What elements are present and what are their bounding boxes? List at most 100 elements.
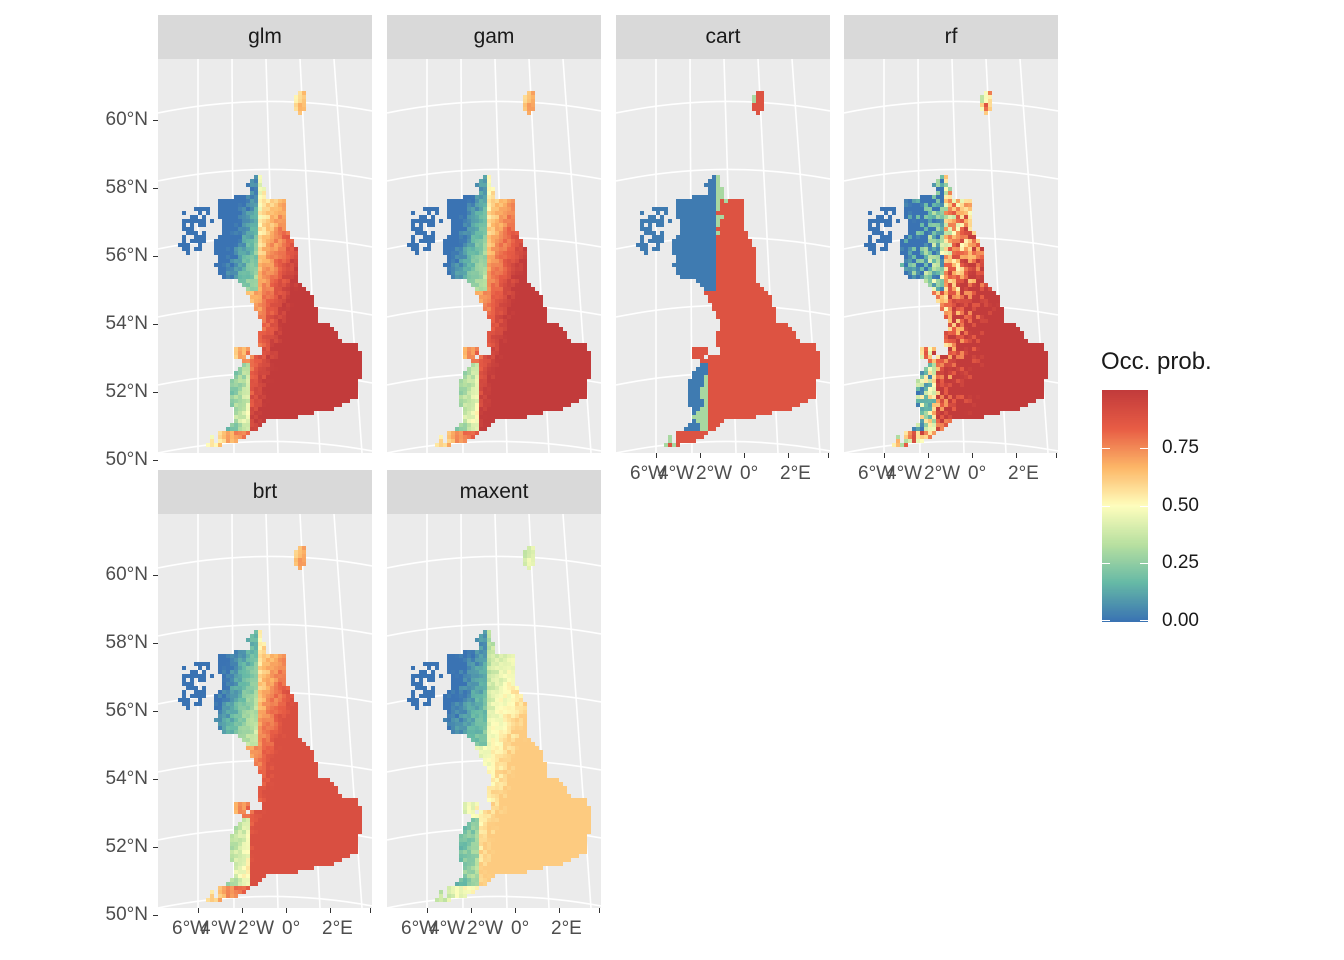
raster-cell [736, 247, 740, 251]
raster-cell [764, 355, 768, 359]
raster-cell [996, 323, 1000, 327]
raster-cell [712, 427, 716, 431]
raster-cell [960, 331, 964, 335]
raster-cell [912, 267, 916, 271]
raster-cell [708, 243, 712, 247]
raster-cell [306, 327, 310, 331]
raster-cell [583, 391, 587, 395]
raster-cell [310, 339, 314, 343]
raster-cell [495, 263, 499, 267]
raster-cell [258, 227, 262, 231]
raster-cell [262, 287, 266, 291]
raster-cell [258, 175, 262, 179]
raster-cell [459, 435, 463, 439]
raster-cell [507, 283, 511, 287]
raster-cell [760, 375, 764, 379]
raster-cell [724, 311, 728, 315]
raster-cell [928, 195, 932, 199]
raster-cell [996, 299, 1000, 303]
raster-cell [948, 255, 952, 259]
raster-cell [948, 315, 952, 319]
raster-cell [868, 235, 872, 239]
raster-cell [515, 391, 519, 395]
raster-cell [467, 275, 471, 279]
raster-cell [523, 319, 527, 323]
raster-cell [330, 335, 334, 339]
raster-cell [523, 371, 527, 375]
raster-cell [246, 379, 250, 383]
raster-cell [720, 391, 724, 395]
raster-cell [543, 355, 547, 359]
raster-cell [322, 371, 326, 375]
raster-cell [246, 291, 250, 295]
raster-cell [587, 355, 591, 359]
raster-cell [294, 375, 298, 379]
raster-cell [692, 263, 696, 267]
raster-cell [318, 367, 322, 371]
raster-cell [804, 343, 808, 347]
raster-cell [182, 211, 186, 215]
raster-cell [294, 283, 298, 287]
raster-cell [298, 343, 302, 347]
raster-cell [543, 403, 547, 407]
raster-cell [952, 227, 956, 231]
raster-cell [234, 407, 238, 411]
raster-cell [688, 207, 692, 211]
raster-cell [760, 323, 764, 327]
raster-cell [928, 219, 932, 223]
raster-cell [543, 391, 547, 395]
raster-cell [744, 411, 748, 415]
raster-cell [302, 311, 306, 315]
raster-cell [274, 359, 278, 363]
raster-cell [298, 311, 302, 315]
raster-cell [740, 235, 744, 239]
raster-cell [704, 227, 708, 231]
raster-cell [920, 375, 924, 379]
raster-cell [776, 371, 780, 375]
raster-cell [499, 347, 503, 351]
raster-cell [519, 323, 523, 327]
raster-cell [776, 387, 780, 391]
raster-cell [740, 291, 744, 295]
raster-cell [956, 215, 960, 219]
raster-cell [912, 227, 916, 231]
raster-cell [944, 267, 948, 271]
raster-cell [928, 371, 932, 375]
raster-cell [499, 235, 503, 239]
raster-cell [752, 251, 756, 255]
raster-cell [800, 363, 804, 367]
raster-cell [812, 387, 816, 391]
raster-cell [996, 327, 1000, 331]
raster-cell [326, 407, 330, 411]
raster-cell [206, 211, 210, 215]
raster-cell [716, 215, 720, 219]
raster-cell [688, 431, 692, 435]
raster-cell [551, 323, 555, 327]
raster-cell [952, 219, 956, 223]
x-axis-tick [700, 453, 701, 458]
raster-cell [1004, 327, 1008, 331]
raster-cell [535, 367, 539, 371]
raster-cell [912, 203, 916, 207]
raster-cell [491, 259, 495, 263]
raster-cell [491, 323, 495, 327]
raster-cell [274, 251, 278, 255]
raster-cell [270, 351, 274, 355]
raster-cell [720, 379, 724, 383]
raster-cell [728, 247, 732, 251]
raster-cell [752, 411, 756, 415]
raster-cell [704, 211, 708, 215]
raster-cell [451, 211, 455, 215]
raster-cell [908, 267, 912, 271]
raster-cell [984, 283, 988, 287]
raster-cell [796, 375, 800, 379]
raster-cell [238, 247, 242, 251]
raster-cell [222, 255, 226, 259]
raster-cell [318, 403, 322, 407]
raster-cell [551, 379, 555, 383]
raster-cell [306, 303, 310, 307]
raster-cell [940, 219, 944, 223]
raster-cell [720, 243, 724, 247]
raster-cell [483, 259, 487, 263]
raster-cell [475, 271, 479, 275]
